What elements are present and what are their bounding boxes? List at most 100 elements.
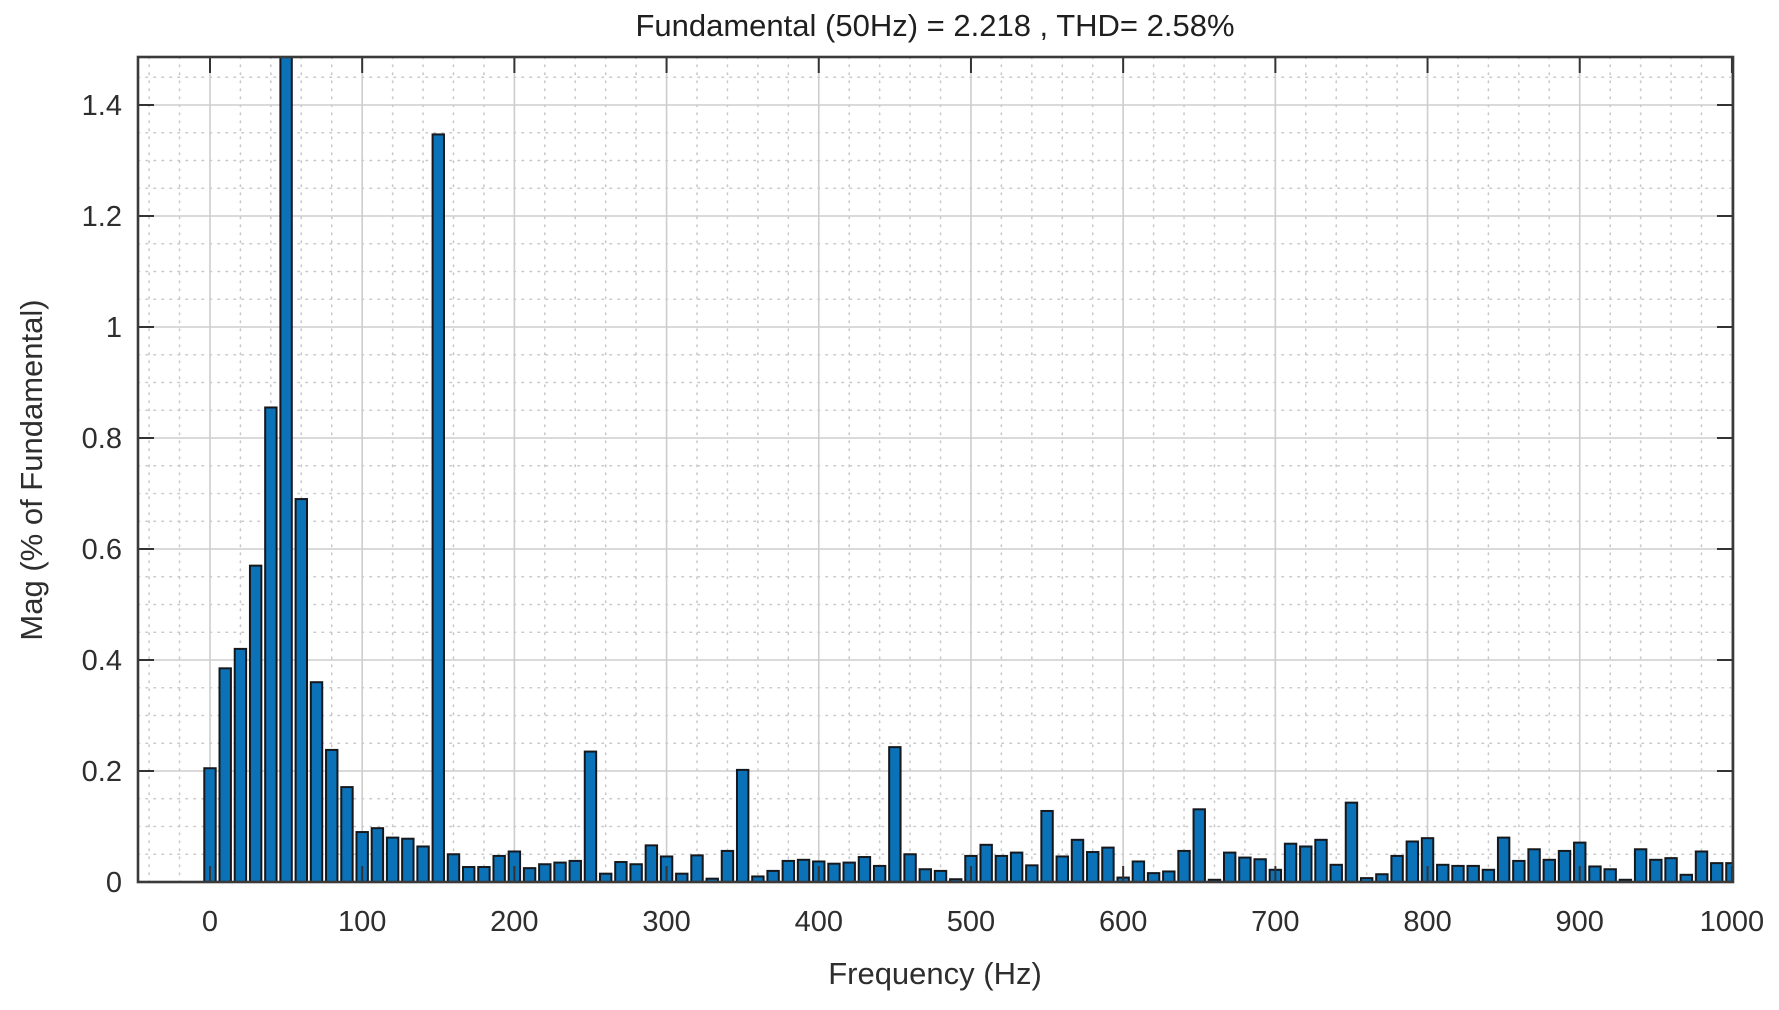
x-tick-label: 400	[795, 906, 843, 938]
x-axis-label: Frequency (Hz)	[828, 956, 1042, 991]
bar-180hz	[477, 866, 491, 882]
x-tick-label: 300	[642, 906, 690, 938]
bar-730hz	[1314, 838, 1328, 882]
bar-790hz	[1405, 840, 1420, 882]
bar-910hz	[1588, 865, 1602, 882]
y-tick-label: 0.8	[82, 423, 122, 455]
bar-670hz	[1222, 851, 1237, 882]
y-tick-label: 0	[106, 867, 122, 899]
x-tick-label: 0	[202, 906, 218, 938]
bar-610hz	[1131, 860, 1146, 882]
bar-60hz	[294, 498, 309, 882]
bar-960hz	[1664, 857, 1678, 882]
minor-gridlines	[137, 56, 1734, 883]
bar-630hz	[1162, 870, 1176, 882]
bar-30hz	[248, 564, 263, 882]
x-tick-label: 1000	[1700, 906, 1765, 938]
bar-460hz	[903, 853, 917, 882]
bar-980hz	[1694, 850, 1709, 882]
bar-530hz	[1009, 851, 1024, 882]
bar-130hz	[401, 837, 415, 882]
bar-830hz	[1466, 864, 1480, 882]
bar-550hz	[1040, 809, 1054, 882]
bar-190hz	[492, 854, 506, 882]
bar-620hz	[1146, 872, 1161, 882]
bar-250hz	[583, 750, 598, 882]
bar-720hz	[1299, 845, 1313, 882]
y-tick-label: 1	[106, 312, 122, 344]
bar-870hz	[1527, 848, 1541, 882]
bar-430hz	[857, 856, 872, 882]
y-axis-label: Mag (% of Fundamental)	[14, 299, 49, 640]
bar-580hz	[1086, 851, 1100, 882]
bar-230hz	[553, 861, 567, 882]
bar-120hz	[385, 836, 400, 882]
bar-170hz	[462, 866, 476, 882]
bar-370hz	[766, 869, 780, 882]
x-tick-label: 200	[490, 906, 538, 938]
bar-590hz	[1101, 846, 1115, 882]
y-tick-label: 0.4	[82, 645, 122, 677]
bar-810hz	[1436, 863, 1450, 882]
x-tick-label: 100	[338, 906, 386, 938]
bar-680hz	[1238, 856, 1252, 882]
bar-560hz	[1055, 855, 1069, 882]
bar-90hz	[340, 786, 354, 882]
bar-750hz	[1344, 801, 1359, 882]
bar-840hz	[1481, 868, 1496, 882]
bar-360hz	[751, 875, 765, 882]
bar-650hz	[1192, 808, 1206, 882]
plot-area	[138, 57, 1733, 882]
bar-510hz	[979, 843, 993, 882]
bar-70hz	[309, 681, 324, 882]
x-tick-label: 500	[947, 906, 995, 938]
x-tick-label: 800	[1403, 906, 1451, 938]
bar-210hz	[522, 867, 537, 882]
bar-480hz	[933, 869, 948, 882]
bar-780hz	[1390, 854, 1404, 882]
bar-990hz	[1710, 862, 1724, 882]
bar-280hz	[629, 863, 643, 882]
bar-570hz	[1070, 838, 1085, 882]
bar-540hz	[1025, 864, 1039, 882]
bar-220hz	[538, 863, 552, 882]
bar-420hz	[842, 861, 856, 882]
y-tick-label: 1.4	[82, 90, 122, 122]
bar-410hz	[827, 862, 841, 882]
bar-160hz	[446, 853, 461, 882]
bar-380hz	[781, 859, 796, 882]
bar-440hz	[872, 864, 887, 882]
bar-950hz	[1649, 858, 1663, 882]
bar-920hz	[1603, 868, 1617, 882]
y-tick-label: 0.6	[82, 534, 122, 566]
bar-150hz	[431, 133, 445, 882]
y-tick-label: 1.2	[82, 201, 122, 233]
harmonic-bars	[203, 57, 1733, 882]
x-tick-label: 700	[1251, 906, 1299, 938]
bar-240hz	[568, 859, 582, 882]
bar-10hz	[218, 667, 232, 882]
bar-850hz	[1496, 836, 1511, 882]
bar-80hz	[325, 748, 339, 882]
bar-860hz	[1512, 859, 1526, 882]
bar-140hz	[416, 845, 430, 882]
bar-890hz	[1557, 849, 1572, 882]
y-tick-label: 0.2	[82, 756, 122, 788]
bar-520hz	[994, 854, 1009, 882]
x-tick-labels: 0 100 200 300 400 500 600 700 800 900 1000	[202, 906, 1764, 938]
chart-title: Fundamental (50Hz) = 2.218 , THD= 2.58%	[635, 8, 1234, 43]
bar-270hz	[614, 861, 628, 882]
bar-350hz	[735, 768, 750, 882]
y-tick-labels: 0 0.2 0.4 0.6 0.8 1 1.2 1.4	[82, 90, 122, 899]
bar-740hz	[1329, 863, 1343, 882]
bar-320hz	[690, 854, 704, 882]
bar-820hz	[1451, 864, 1465, 882]
bar-50hz	[279, 57, 293, 882]
bar-470hz	[918, 868, 932, 882]
bar-20hz	[233, 647, 248, 882]
bar-690hz	[1253, 858, 1267, 882]
bar-710hz	[1283, 842, 1298, 882]
x-tick-label: 600	[1099, 906, 1147, 938]
